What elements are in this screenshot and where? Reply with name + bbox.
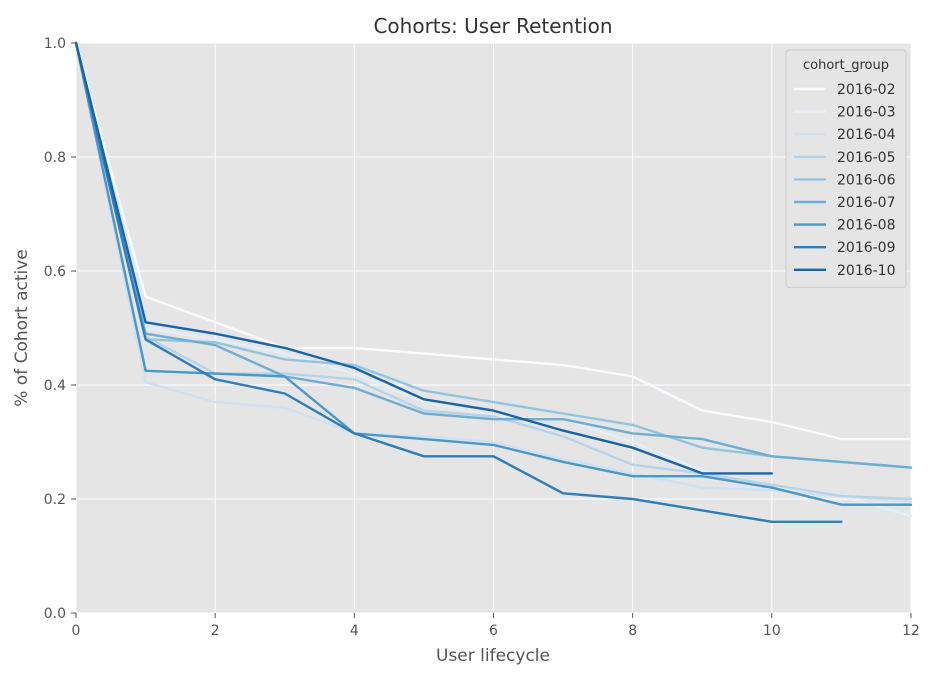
series-lines xyxy=(74,41,913,523)
chart-title: Cohorts: User Retention xyxy=(373,14,612,38)
x-tick-label: 12 xyxy=(902,623,920,639)
x-axis-label: User lifecycle xyxy=(436,646,550,666)
series-line-2016-10 xyxy=(74,41,773,475)
series-line-2016-07 xyxy=(74,41,913,469)
x-tick-label: 8 xyxy=(628,623,637,639)
y-tick-label: 0.6 xyxy=(44,264,66,280)
axis-ticks: 0 2 4 6 8 10 12 0.0 0.2 0.4 0.6 0.8 1.0 xyxy=(44,36,920,639)
legend-label-2016-07: 2016-07 xyxy=(837,195,896,211)
legend-label-2016-02: 2016-02 xyxy=(837,82,896,98)
series-line-2016-04 xyxy=(74,41,913,504)
series-line-2016-08 xyxy=(74,41,913,506)
y-tick-label: 0.2 xyxy=(44,492,66,508)
y-tick-label: 0.4 xyxy=(44,378,66,394)
series-line-2016-02 xyxy=(74,41,913,441)
series-line-2016-09 xyxy=(74,41,843,523)
y-tick-label: 1.0 xyxy=(44,36,66,52)
legend-label-2016-05: 2016-05 xyxy=(837,150,896,166)
legend-label-2016-09: 2016-09 xyxy=(837,240,896,256)
legend-title: cohort_group xyxy=(803,58,889,73)
y-tick-label: 0.0 xyxy=(44,606,66,622)
y-axis-label: % of Cohort active xyxy=(12,249,32,407)
legend-label-2016-10: 2016-10 xyxy=(837,263,896,279)
x-tick-label: 2 xyxy=(211,623,220,639)
legend: cohort_group 2016-02 2016-03 2016-04 2016-05… xyxy=(785,49,907,288)
x-tick-label: 6 xyxy=(489,623,498,639)
x-tick-label: 0 xyxy=(72,623,81,639)
x-tick-label: 10 xyxy=(763,623,781,639)
x-tick-label: 4 xyxy=(350,623,359,639)
legend-label-2016-06: 2016-06 xyxy=(837,172,896,188)
legend-box xyxy=(785,49,907,288)
legend-label-2016-08: 2016-08 xyxy=(837,218,896,234)
legend-label-2016-03: 2016-03 xyxy=(837,105,896,121)
legend-label-2016-04: 2016-04 xyxy=(837,127,896,143)
y-tick-label: 0.8 xyxy=(44,150,66,166)
